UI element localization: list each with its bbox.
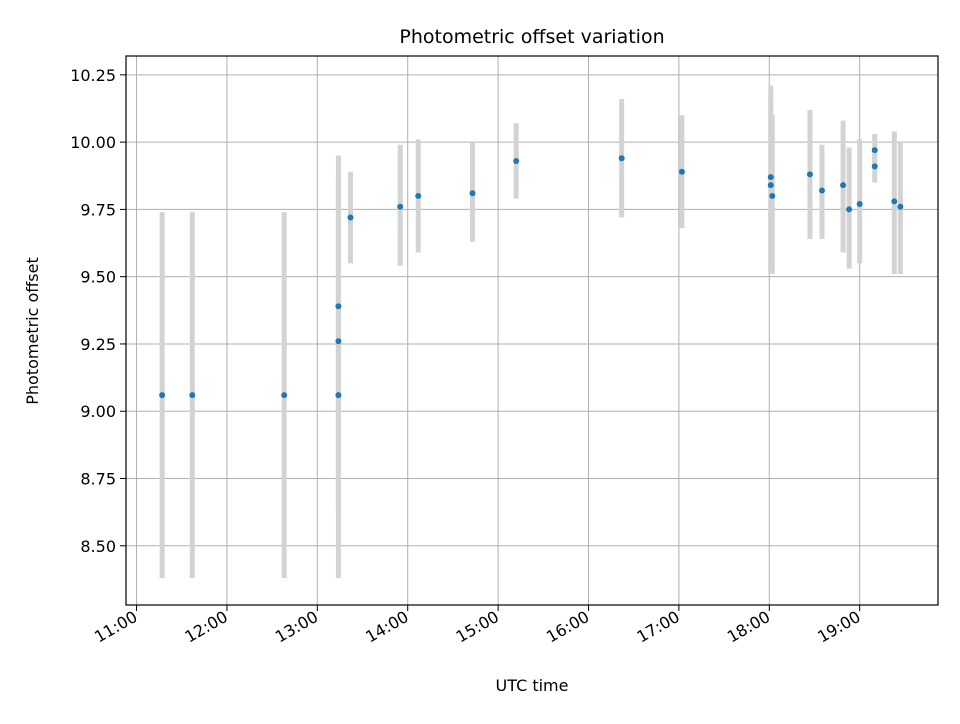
data-point	[856, 201, 863, 208]
y-tick-label: 9.25	[80, 335, 116, 354]
data-point	[819, 187, 825, 194]
plot-frame	[125, 55, 939, 606]
data-point	[469, 190, 476, 197]
data-point	[891, 198, 898, 205]
y-tick-label: 9.00	[80, 402, 116, 421]
chart-title: Photometric offset variation	[399, 26, 664, 48]
data-point	[335, 338, 342, 345]
data-point	[159, 392, 166, 399]
data-point	[335, 392, 342, 399]
data-point	[618, 155, 625, 162]
y-axis: 8.50 8.75 9.00 9.25 9.50 9.75 10.00 10.25	[70, 66, 126, 556]
data-point	[513, 157, 520, 164]
y-tick-label: 9.50	[80, 268, 116, 287]
data-point	[335, 303, 342, 310]
data-points	[159, 147, 904, 399]
data-point	[397, 203, 404, 210]
data-point	[767, 182, 774, 189]
data-point	[840, 182, 847, 189]
x-axis-title: UTC time	[496, 676, 569, 695]
y-tick-label: 8.50	[80, 537, 116, 556]
data-point	[806, 171, 813, 178]
y-tick-label: 9.75	[80, 200, 116, 219]
data-point	[767, 174, 774, 181]
data-point	[846, 206, 853, 213]
data-point	[347, 214, 354, 221]
y-axis-title: Photometric offset	[23, 257, 42, 405]
data-point	[871, 147, 878, 154]
data-point	[415, 192, 422, 199]
data-point	[678, 168, 685, 175]
y-tick-label: 10.25	[70, 66, 116, 85]
data-point	[769, 192, 776, 199]
data-point	[189, 392, 196, 399]
grid	[126, 56, 938, 605]
y-tick-label: 10.00	[70, 133, 116, 152]
data-point	[897, 203, 904, 210]
y-tick-label: 8.75	[80, 470, 116, 489]
data-point	[281, 392, 288, 399]
data-point	[871, 163, 878, 170]
